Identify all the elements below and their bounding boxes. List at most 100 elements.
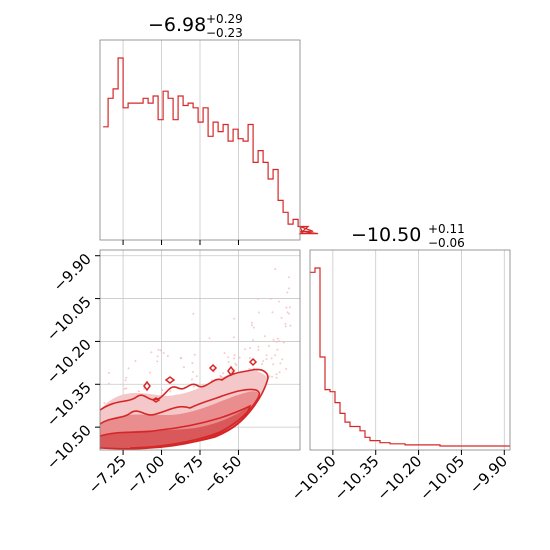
x-tick-label: −10.05 [416, 452, 468, 504]
scatter-point [193, 353, 196, 356]
scatter-point [257, 345, 260, 348]
contour-island [227, 365, 235, 377]
scatter-point [150, 351, 153, 354]
scatter-point [249, 347, 252, 349]
scatter-point [274, 268, 277, 271]
scatter-point [261, 363, 263, 366]
scatter-point [232, 336, 235, 339]
scatter-point [156, 355, 159, 358]
panel-frame [309, 249, 511, 451]
scatter-point [284, 322, 287, 325]
scatter-point [285, 306, 288, 309]
scatter-point [233, 317, 236, 320]
x-tick-label: −10.35 [331, 452, 383, 504]
scatter-point [192, 370, 195, 373]
scatter-point [166, 355, 169, 357]
grid-lines [332, 250, 505, 450]
scatter-point [134, 360, 137, 362]
scatter-point [268, 375, 271, 378]
title-y-median: −10.50 [351, 224, 421, 246]
contour-island [164, 376, 176, 384]
scatter-point [137, 390, 140, 393]
scatter-point [208, 337, 211, 340]
x-tick-label: −6.50 [200, 452, 245, 497]
y-tick-label: −10.05 [43, 293, 95, 345]
scatter-point [284, 325, 287, 328]
title-y-lower: −0.06 [428, 236, 465, 250]
contour-island [143, 380, 151, 392]
scatter-point [263, 335, 266, 338]
y-tick-label: −10.20 [43, 336, 95, 388]
contour-line-inner [99, 404, 252, 449]
y-tick-label: −10.35 [43, 378, 95, 430]
x-tick-label: −7.00 [123, 452, 168, 497]
scatter-point [192, 312, 195, 315]
scatter-point [191, 362, 194, 365]
scatter-point [276, 348, 279, 351]
scatter-point [182, 366, 185, 369]
scatter-point [288, 276, 290, 279]
scatter-point [249, 357, 251, 359]
scatter-point [282, 341, 285, 344]
scatter-point [262, 360, 265, 363]
scatter-point [244, 348, 247, 351]
scatter-point [148, 371, 151, 374]
scatter-point [220, 375, 223, 378]
scatter-point [275, 373, 278, 376]
scatter-point [250, 324, 253, 327]
scatter-point [279, 362, 282, 365]
scatter-point [285, 367, 288, 370]
scatter-point [280, 316, 283, 319]
scatter-point [238, 356, 241, 359]
scatter-point [233, 354, 236, 357]
x-ticks [122, 240, 239, 245]
scatter-point [234, 362, 237, 365]
scatter-point [272, 363, 275, 366]
scatter-point [257, 297, 260, 300]
x-ticks: −10.50−10.35−10.20−10.05−9.90 [288, 450, 511, 504]
scatter-point [125, 387, 128, 390]
contour-island [248, 357, 258, 367]
scatter-point [286, 311, 289, 314]
histogram-x-steps [103, 57, 319, 235]
scatter-point [265, 358, 268, 361]
grid-lines [122, 40, 239, 240]
scatter-point [108, 372, 110, 374]
title-x: −6.98 +0.29 −0.23 [148, 12, 243, 40]
x-ticks: −7.25−7.00−6.75−6.50 [85, 450, 245, 497]
contour-line-mid [99, 388, 261, 449]
scatter-point [257, 348, 260, 351]
y-tick-label: −9.90 [50, 250, 95, 295]
scatter-point [288, 287, 291, 290]
scatter-point [278, 371, 281, 374]
scatter-point [270, 357, 273, 360]
scatter-point [235, 364, 238, 367]
scatter-point [169, 390, 172, 393]
scatter-point [124, 379, 127, 382]
histogram-panel-y: −10.50−10.35−10.20−10.05−9.90 [288, 249, 511, 504]
scatter-point [250, 321, 253, 324]
scatter-point [125, 376, 128, 379]
scatter-point [233, 357, 236, 360]
scatter-point [252, 326, 255, 329]
scatter-point [274, 354, 277, 357]
scatter-point [271, 375, 273, 378]
scatter-point [222, 372, 225, 375]
x-tick-label: −6.75 [162, 452, 207, 497]
scatter-point [162, 352, 165, 354]
scatter-point [286, 291, 289, 294]
scatter-point [288, 312, 291, 315]
scatter-point [276, 337, 279, 340]
scatter-point [289, 306, 291, 309]
scatter-point [123, 387, 126, 390]
scatter-point [257, 311, 260, 314]
y-ticks: −9.90−10.05−10.20−10.35−10.50 [43, 250, 100, 473]
contour-regions [99, 357, 269, 450]
y-tick-label: −10.50 [43, 421, 95, 473]
scatter-point [275, 340, 278, 343]
histogram-y-steps [310, 267, 510, 447]
scatter-point [277, 300, 280, 303]
x-tick-label: −10.20 [373, 452, 425, 504]
scatter-point [127, 367, 130, 370]
scatter-point [248, 367, 251, 370]
